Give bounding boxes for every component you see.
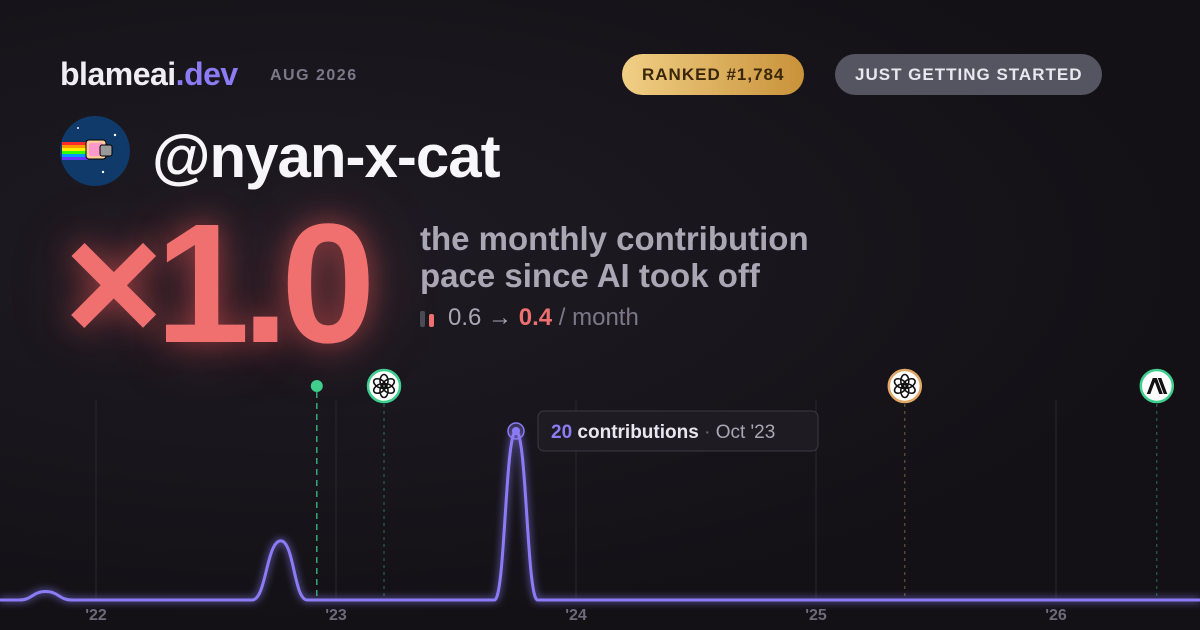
pace: 0.6 → 0.4 / month bbox=[420, 304, 639, 332]
status-badge: JUST GETTING STARTED bbox=[835, 54, 1103, 95]
tooltip-separator: · bbox=[704, 422, 710, 443]
tooltip bbox=[537, 410, 819, 452]
x-tick-label: '23 bbox=[325, 607, 347, 624]
tooltip-label: contributions bbox=[577, 422, 698, 443]
x-tick-label: '24 bbox=[565, 607, 587, 624]
line-series bbox=[0, 429, 1200, 602]
pace-before: 0.6 bbox=[448, 304, 482, 331]
rank-badge: RANKED #1,784 bbox=[622, 54, 805, 95]
description: pace since AI took off bbox=[420, 257, 760, 294]
peak-dot bbox=[512, 427, 520, 435]
pace-after: 0.4 bbox=[518, 304, 553, 331]
x-tick-label: '25 bbox=[805, 607, 827, 624]
icon-glyph bbox=[1146, 378, 1168, 394]
date: AUG 2026 bbox=[270, 67, 358, 84]
multiplier: ×1.0 bbox=[64, 189, 376, 379]
event-icon bbox=[366, 368, 402, 404]
tooltip-date: Oct '23 bbox=[716, 422, 776, 443]
x-tick-label: '26 bbox=[1045, 607, 1067, 624]
icon-petal bbox=[372, 377, 387, 390]
event-icon bbox=[887, 368, 923, 404]
event-dot bbox=[310, 380, 323, 392]
handle: @nyan-x-cat bbox=[152, 123, 501, 190]
x-tick-label: '22 bbox=[85, 607, 107, 624]
brand: blameai.dev bbox=[60, 56, 238, 93]
brand-suffix: .dev bbox=[175, 56, 239, 92]
description: the monthly contribution bbox=[420, 220, 809, 257]
tooltip-value: 20 bbox=[551, 422, 572, 443]
icon-petal bbox=[893, 377, 908, 390]
icon-ring bbox=[366, 368, 402, 404]
avatar bbox=[60, 116, 130, 186]
brand-name: blameai bbox=[60, 56, 176, 92]
pace-arrow: → bbox=[488, 304, 513, 331]
pace-unit: / month bbox=[558, 304, 639, 331]
icon-ring bbox=[887, 368, 923, 404]
event-icon bbox=[1139, 368, 1175, 404]
pace-icon bbox=[420, 309, 438, 327]
tooltip-text: 20 contributions · Oct '23 bbox=[551, 422, 775, 443]
